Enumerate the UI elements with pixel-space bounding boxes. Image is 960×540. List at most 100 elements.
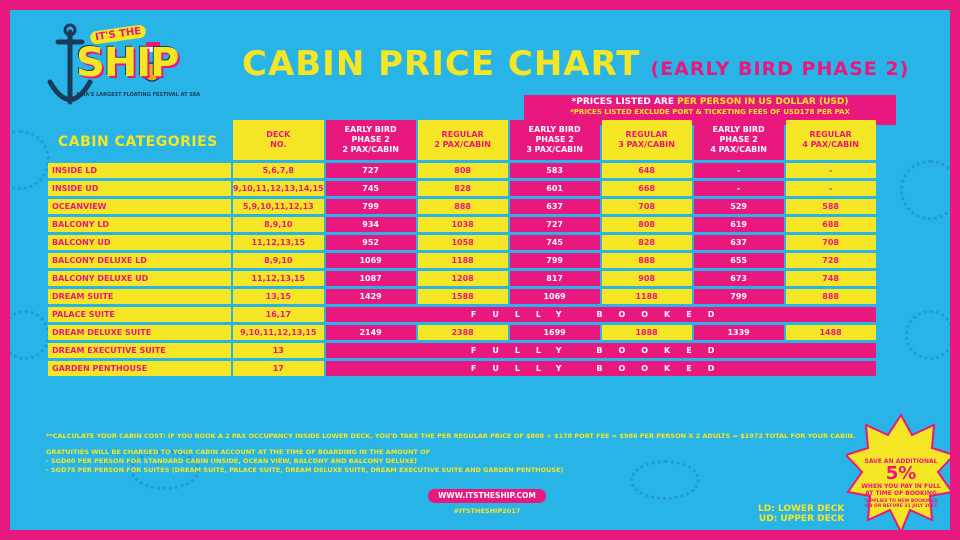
- cabin-name-cell: INSIDE UD: [48, 181, 231, 196]
- rope-decoration: [905, 310, 950, 360]
- header-blank: [48, 120, 231, 160]
- price-cell: 1699: [509, 325, 600, 340]
- deck-legend: LD: LOWER DECK UD: UPPER DECK: [758, 504, 844, 524]
- cabin-categories-title: CABIN CATEGORIES: [58, 134, 218, 150]
- cabin-name-cell: INSIDE LD: [48, 163, 231, 178]
- price-cell: 2388: [417, 325, 508, 340]
- deck-cell: 11,12,13,15: [233, 235, 324, 250]
- rope-decoration: [130, 450, 200, 490]
- price-cell: 828: [601, 235, 692, 250]
- deck-cell: 13: [233, 343, 324, 358]
- price-cell: -: [693, 181, 784, 196]
- promo-line1: SAVE AN ADDITIONAL: [864, 458, 938, 465]
- table-row: DREAM SUITE 13,15 1429 1588 1069 1188 799 888: [48, 289, 876, 304]
- legend-ud: UD: UPPER DECK: [758, 514, 845, 524]
- price-cell: 1188: [417, 253, 508, 268]
- deck-cell: 8,9,10: [233, 253, 324, 268]
- price-cell: 708: [785, 235, 876, 250]
- price-cell: 828: [417, 181, 508, 196]
- price-cell: 888: [601, 253, 692, 268]
- ship-logo: IT'S THE SHIP ASIA'S LARGEST FLOATING FE…: [40, 22, 200, 122]
- cabin-name-cell: BALCONY LD: [48, 217, 231, 232]
- price-cell: 648: [601, 163, 692, 178]
- gratuities-note: GRATUITIES WILL BE CHARGED TO YOUR CABIN…: [46, 448, 564, 474]
- table-row: GARDEN PENTHOUSE 17 FULLY BOOKED: [48, 361, 876, 376]
- price-cell: 1069: [325, 253, 416, 268]
- promo-line3a: WHEN YOU PAY IN FULL: [861, 483, 941, 490]
- price-note-line1: *PRICES LISTED ARE PER PERSON IN US DOLL…: [571, 97, 849, 107]
- table-body: INSIDE LD 5,6,7,8 727 808 583 648- - INSIDE UD 9…: [48, 163, 876, 376]
- deck-cell: 16,17: [233, 307, 324, 322]
- price-cell: 888: [785, 289, 876, 304]
- cabin-name-cell: PALACE SUITE: [48, 307, 231, 322]
- price-cell: -: [785, 163, 876, 178]
- price-cell: 708: [601, 199, 692, 214]
- price-cell: 808: [417, 163, 508, 178]
- price-cell: -: [693, 163, 784, 178]
- deck-cell: 9,10,11,12,13,15: [233, 325, 324, 340]
- cabin-name-cell: BALCONY DELUXE UD: [48, 271, 231, 286]
- price-cell: 529: [693, 199, 784, 214]
- logo-tagline: ASIA'S LARGEST FLOATING FESTIVAL AT SEA: [76, 92, 201, 98]
- deck-cell: 8,9,10: [233, 217, 324, 232]
- promo-badge: SAVE AN ADDITIONAL 5% WHEN YOU PAY IN FU…: [846, 410, 950, 530]
- anchor-icon: [47, 23, 162, 105]
- deck-cell: 11,12,13,15: [233, 271, 324, 286]
- hashtag: #ITSTHESHIP2017: [453, 507, 521, 515]
- cabin-name-cell: DREAM DELUXE SUITE: [48, 325, 231, 340]
- table-row: BALCONY LD 8,9,10 934 1038 727 808 619 688: [48, 217, 876, 232]
- price-cell: 1058: [417, 235, 508, 250]
- price-cell: 588: [785, 199, 876, 214]
- title-sub: (EARLY BIRD PHASE 2): [650, 58, 910, 80]
- price-cell: 637: [693, 235, 784, 250]
- price-cell: 668: [601, 181, 692, 196]
- starburst-icon: [846, 413, 950, 530]
- website-link[interactable]: WWW.ITSTHESHIP.COM: [428, 489, 546, 503]
- price-cell: 1339: [693, 325, 784, 340]
- table-row: PALACE SUITE 16,17 FULLY BOOKED: [48, 307, 876, 322]
- price-cell: 748: [785, 271, 876, 286]
- price-cell: 2149: [325, 325, 416, 340]
- promo-percent: 5%: [885, 463, 917, 484]
- deck-cell: 13,15: [233, 289, 324, 304]
- promo-disclaimer: *APPLIES TO NEW BOOKINGS ON OR BEFORE 31…: [864, 499, 938, 509]
- table-row: DREAM EXECUTIVE SUITE 13 FULLY BOOKED: [48, 343, 876, 358]
- price-cell: 727: [325, 163, 416, 178]
- price-cell: 637: [509, 199, 600, 214]
- price-cell: 655: [693, 253, 784, 268]
- deck-cell: 5,6,7,8: [233, 163, 324, 178]
- price-cell: 673: [693, 271, 784, 286]
- table-row: DREAM DELUXE SUITE 9,10,11,12,13,15 2149 23…: [48, 325, 876, 340]
- cabin-name-cell: DREAM EXECUTIVE SUITE: [48, 343, 231, 358]
- price-cell: 728: [785, 253, 876, 268]
- price-cell: -: [785, 181, 876, 196]
- cabin-name-cell: GARDEN PENTHOUSE: [48, 361, 231, 376]
- price-cell: 1888: [601, 325, 692, 340]
- price-cell: 601: [509, 181, 600, 196]
- price-cell: 1488: [785, 325, 876, 340]
- price-cell: 1588: [417, 289, 508, 304]
- deck-cell: 5,9,10,11,12,13: [233, 199, 324, 214]
- rope-decoration: [10, 130, 50, 190]
- col-header-deck: DECK NO.: [233, 120, 324, 160]
- price-cell: 817: [509, 271, 600, 286]
- table-row: BALCONY DELUXE LD 8,9,10 1069 1188 799 888 655…: [48, 253, 876, 268]
- price-cell: 799: [509, 253, 600, 268]
- poster: IT'S THE SHIP ASIA'S LARGEST FLOATING FE…: [10, 10, 950, 530]
- price-cell: 745: [325, 181, 416, 196]
- price-cell: 934: [325, 217, 416, 232]
- price-cell: 799: [693, 289, 784, 304]
- deck-cell: 9,10,11,12,13,14,15: [233, 181, 324, 196]
- cost-footnote: **CALCULATE YOUR CABIN COST: IF YOU BOOK…: [46, 432, 856, 440]
- price-cell: 1208: [417, 271, 508, 286]
- price-cell: 1087: [325, 271, 416, 286]
- deck-cell: 17: [233, 361, 324, 376]
- price-cell: 727: [509, 217, 600, 232]
- price-cell: 952: [325, 235, 416, 250]
- rope-decoration: [10, 310, 50, 360]
- cabin-name-cell: OCEANVIEW: [48, 199, 231, 214]
